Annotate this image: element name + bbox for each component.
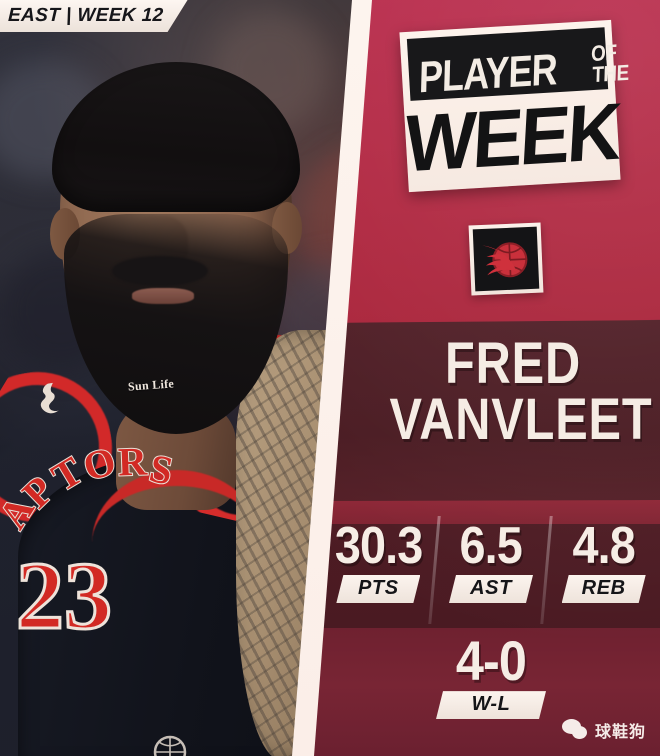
stat-row: 30.3 PTS 6.5 AST 4.8 REB [322, 517, 660, 626]
player-last-name: VANVLEET [389, 386, 653, 452]
jersey-number: 23 [15, 541, 114, 651]
stat-value-ast: 6.5 [459, 517, 523, 575]
record-label: W-L [471, 693, 511, 716]
player-mustache [112, 256, 208, 286]
jersey-team-logo-patch [148, 730, 192, 756]
wechat-icon [561, 719, 588, 741]
jersey-wordmark: A P T O R S [0, 436, 179, 537]
banner-word-the: THE [592, 59, 630, 88]
player-of-the-week-banner: PLAYER OF THE WEEK [399, 19, 630, 193]
stat-label-pts: PTS [357, 577, 399, 600]
stat-label-box-pts: PTS [336, 575, 420, 603]
record-cell: 4-0 W-L [402, 632, 580, 719]
banner-word-week: WEEK [402, 85, 622, 189]
record-value: 4-0 [455, 629, 527, 692]
banner-word-week-box: WEEK [402, 86, 621, 188]
jersey-sponsor-patch: Sun Life [127, 376, 175, 394]
banner-word-stack: OF THE [590, 40, 635, 88]
player-lips [132, 288, 194, 304]
wechat-bubble-small [571, 726, 587, 739]
player-first-name: FRED [444, 331, 581, 396]
watermark: 球鞋狗 [561, 718, 646, 742]
raptors-basketball-claw-logo-icon [468, 222, 544, 296]
stat-label-reb: REB [581, 577, 626, 600]
record-label-box: W-L [436, 691, 546, 719]
stat-cell-reb: 4.8 REB [547, 517, 660, 626]
stat-label-box-ast: AST [449, 575, 533, 603]
conference-week-tag: EAST | WEEK 12 [0, 0, 188, 32]
jumpman-icon [32, 380, 60, 417]
stat-label-box-reb: REB [562, 575, 646, 603]
watermark-text: 球鞋狗 [594, 722, 646, 741]
stat-value-pts: 30.3 [334, 517, 423, 575]
stat-value-reb: 4.8 [572, 517, 635, 575]
conference-week-label: EAST | WEEK 12 [7, 5, 164, 26]
stat-cell-ast: 6.5 AST [435, 517, 548, 626]
team-logo-inner [472, 226, 540, 292]
player-name: FRED VANVLEET [366, 331, 660, 452]
stat-cell-pts: 30.3 PTS [322, 517, 435, 626]
stat-label-ast: AST [470, 577, 512, 600]
